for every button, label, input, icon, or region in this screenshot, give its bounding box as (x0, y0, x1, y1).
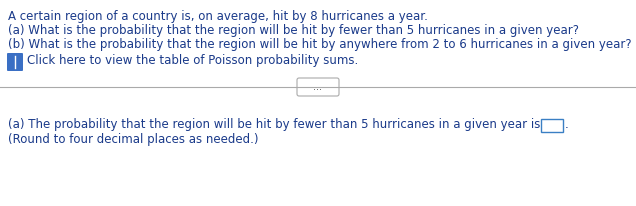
Text: (b) What is the probability that the region will be hit by anywhere from 2 to 6 : (b) What is the probability that the reg… (8, 38, 632, 51)
Text: .: . (565, 118, 569, 131)
FancyBboxPatch shape (297, 78, 339, 96)
FancyBboxPatch shape (541, 119, 563, 132)
Text: ...: ... (314, 82, 322, 92)
Text: (Round to four decimal places as needed.): (Round to four decimal places as needed.… (8, 133, 258, 146)
Text: (a) The probability that the region will be hit by fewer than 5 hurricanes in a : (a) The probability that the region will… (8, 118, 544, 131)
Text: Click here to view the table of Poisson probability sums.: Click here to view the table of Poisson … (27, 54, 358, 67)
Text: (a) What is the probability that the region will be hit by fewer than 5 hurrican: (a) What is the probability that the reg… (8, 24, 579, 37)
FancyBboxPatch shape (7, 53, 23, 71)
Text: A certain region of a country is, on average, hit by 8 hurricanes a year.: A certain region of a country is, on ave… (8, 10, 428, 23)
